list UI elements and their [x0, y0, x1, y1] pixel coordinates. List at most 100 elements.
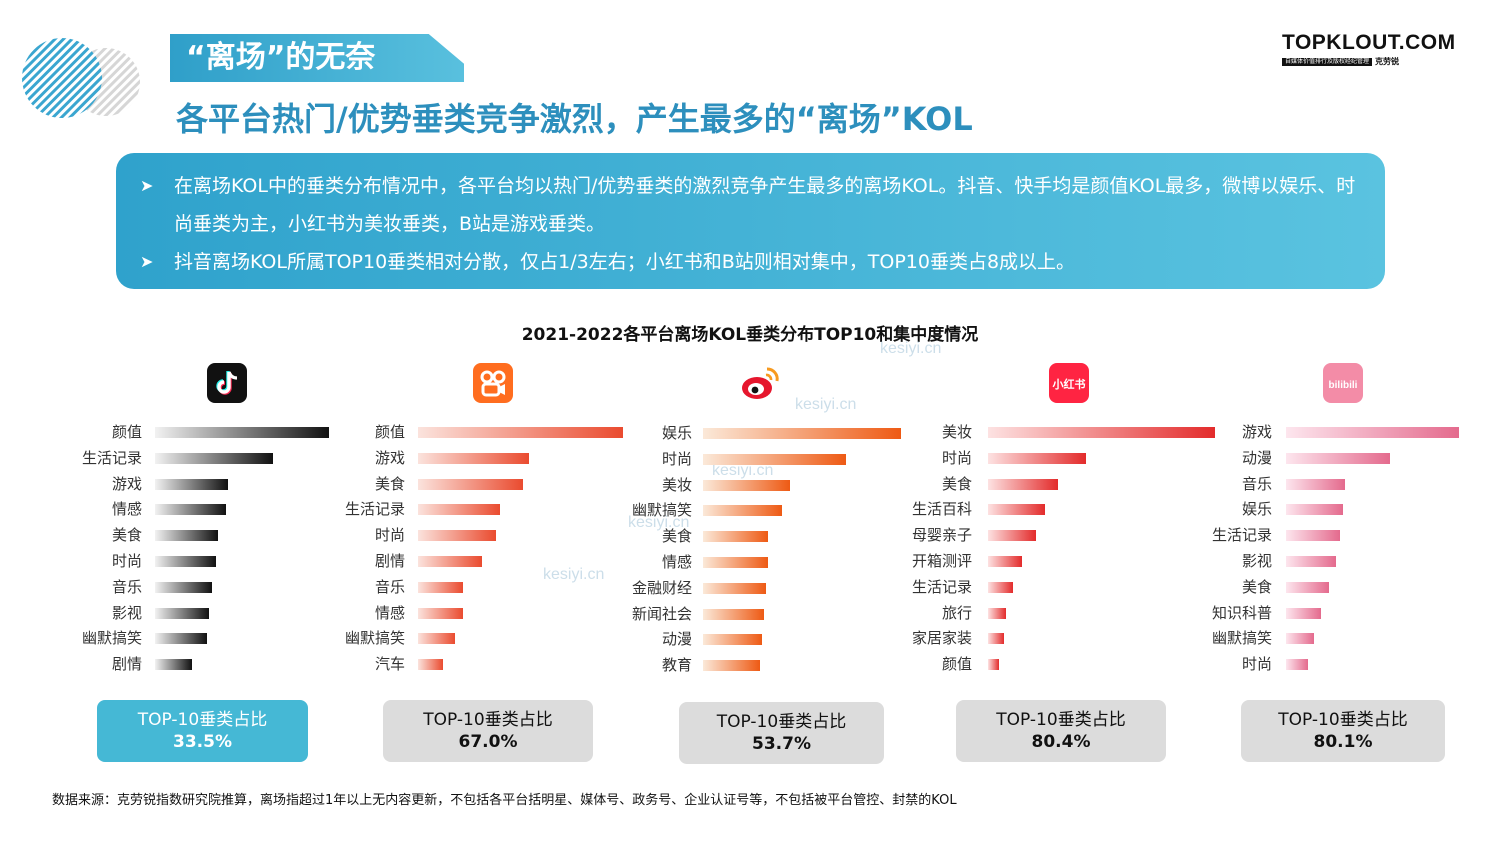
decorative-circles	[22, 38, 140, 118]
category-label: 音乐	[111, 577, 142, 596]
top10-share-box: TOP-10垂类占比 53.7%	[679, 702, 884, 764]
category-label: 美食	[1241, 577, 1272, 596]
category-label: 情感	[661, 553, 692, 571]
category-label: 动漫	[661, 630, 692, 649]
category-label: 家居家装	[911, 629, 972, 648]
top10-share-box: TOP-10垂类占比 80.4%	[956, 700, 1166, 762]
category-label: 颜值	[111, 423, 142, 441]
category-label: 时尚	[661, 449, 692, 468]
category-label: 美食	[374, 474, 405, 493]
top10-share-label: TOP-10垂类占比	[137, 710, 268, 730]
top10-share-label: TOP-10垂类占比	[423, 710, 553, 730]
summary-box: ➤ 在离场KOL中的垂类分布情况中，各平台均以热门/优势垂类的激烈竞争产生最多的…	[116, 153, 1385, 289]
category-label: 生活记录	[81, 448, 142, 467]
arrow-right-icon: ➤	[140, 252, 154, 271]
bar-mark	[418, 427, 623, 438]
category-label: 情感	[111, 500, 142, 519]
category-label: 游戏	[1241, 423, 1272, 441]
category-label: 生活记录	[344, 500, 405, 519]
top10-share-value: 67.0%	[458, 732, 518, 752]
bar-mark	[703, 428, 901, 439]
bar-mark	[418, 607, 464, 619]
brand-cn-name: 克劳锐	[1375, 57, 1400, 66]
brand-logo: TOPKLOUT.COM 自媒体价值排行及版权经纪管理 克劳锐	[1282, 32, 1462, 67]
bar-mark	[155, 581, 213, 593]
bar-mark	[988, 607, 1007, 619]
category-label: 幽默搞笑	[631, 501, 692, 520]
category-label: 知识科普	[1211, 603, 1272, 622]
bar-mark	[703, 634, 763, 646]
bar-mark	[155, 659, 192, 671]
bar-mark	[418, 659, 443, 671]
bar-mark	[703, 453, 846, 465]
bar-mark	[418, 452, 529, 464]
category-label: 幽默搞笑	[1211, 629, 1272, 648]
category-label: 颜值	[941, 655, 972, 674]
bar-mark	[1286, 556, 1337, 567]
category-label: 幽默搞笑	[81, 629, 142, 648]
category-label: 美妆	[941, 423, 972, 441]
category-label: 剧情	[111, 655, 142, 674]
kuaishou-logo-icon	[473, 363, 513, 403]
bar-mark	[155, 427, 329, 438]
bar-mark	[703, 531, 769, 543]
category-label: 游戏	[111, 474, 142, 493]
page-headline: 各平台热门/优势垂类竞争激烈，产生最多的“离场”KOL	[176, 100, 973, 138]
category-label: 情感	[374, 603, 405, 622]
bar-mark	[418, 478, 523, 490]
bar-mark	[155, 452, 274, 464]
svg-text:小红书: 小红书	[1052, 377, 1086, 391]
category-label: 时尚	[1241, 655, 1272, 674]
top10-share-label: TOP-10垂类占比	[996, 710, 1126, 730]
douyin-logo-icon	[207, 363, 247, 403]
bar-mark	[988, 581, 1013, 593]
category-label: 金融财经	[631, 578, 692, 597]
bar-mark	[155, 607, 209, 619]
bar-mark	[703, 557, 769, 568]
bar-mark	[418, 556, 482, 567]
top10-share-box: TOP-10垂类占比 80.1%	[1241, 700, 1445, 762]
brand-tagline: 自媒体价值排行及版权经纪管理	[1282, 57, 1373, 66]
category-label: 教育	[661, 656, 692, 675]
bar-mark	[418, 581, 464, 593]
top10-share-value: 33.5%	[173, 732, 232, 752]
category-label: 美妆	[661, 475, 692, 494]
bar-mark	[988, 478, 1059, 490]
bar-mark	[703, 479, 791, 491]
bar-mark	[155, 556, 216, 567]
watermark: kesiyi.cn	[880, 340, 942, 357]
bar-mark	[703, 582, 767, 594]
category-label: 动漫	[1241, 448, 1272, 467]
category-label: 娱乐	[661, 424, 692, 442]
bar-mark	[988, 504, 1045, 516]
category-label: 母婴亲子	[911, 526, 972, 545]
bar-mark	[703, 608, 765, 620]
bilibili-logo-icon: bilibili	[1323, 363, 1363, 403]
summary-bullet: ➤ 抖音离场KOL所属TOP10垂类相对分散，仅占1/3左右；小红书和B站则相对…	[140, 243, 1365, 281]
category-label: 生活记录	[911, 577, 972, 596]
bar-mark	[1286, 530, 1340, 542]
category-label: 时尚	[374, 526, 405, 545]
category-label: 美食	[661, 527, 692, 546]
top10-share-box: TOP-10垂类占比 33.5%	[97, 700, 308, 762]
category-label: 颜值	[374, 423, 405, 441]
bar-mark	[703, 660, 761, 672]
svg-text:bilibili: bilibili	[1329, 380, 1358, 391]
bar-mark	[988, 427, 1215, 438]
summary-bullet: ➤ 在离场KOL中的垂类分布情况中，各平台均以热门/优势垂类的激烈竞争产生最多的…	[140, 167, 1365, 243]
bar-mark	[1286, 659, 1309, 671]
bar-mark	[1286, 581, 1330, 593]
bar-mark	[418, 530, 496, 542]
bar-mark	[988, 530, 1036, 542]
category-label: 游戏	[374, 448, 405, 467]
category-label: 时尚	[941, 448, 972, 467]
category-label: 美食	[941, 474, 972, 493]
bar-mark	[1286, 633, 1314, 645]
top10-share-value: 80.4%	[1031, 732, 1091, 752]
bar-mark	[1286, 452, 1390, 464]
top10-share-label: TOP-10垂类占比	[716, 712, 847, 732]
bar-mark	[155, 478, 229, 490]
category-label: 生活百科	[911, 500, 972, 519]
category-label: 娱乐	[1241, 500, 1272, 519]
watermark: kesiyi.cn	[795, 396, 857, 413]
